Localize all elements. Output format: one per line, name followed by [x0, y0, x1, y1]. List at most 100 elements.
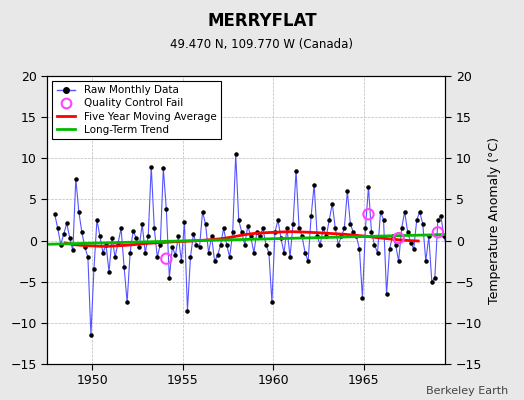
Point [183, 307, 192, 314]
Point [72, 176, 80, 182]
Point [265, 250, 273, 256]
Point [84, 254, 92, 260]
Point [208, 233, 216, 240]
Point [416, 208, 424, 215]
Point [81, 244, 89, 250]
Point [358, 295, 367, 301]
Point [138, 221, 146, 227]
Point [277, 235, 285, 241]
Point [102, 242, 110, 248]
Point [373, 250, 381, 256]
Legend: Raw Monthly Data, Quality Control Fail, Five Year Moving Average, Long-Term Tren: Raw Monthly Data, Quality Control Fail, … [52, 81, 221, 139]
Point [443, 244, 451, 250]
Point [78, 229, 86, 236]
Point [322, 233, 331, 240]
Text: MERRYFLAT: MERRYFLAT [207, 12, 317, 30]
Point [334, 242, 343, 248]
Point [361, 225, 369, 232]
Point [436, 213, 445, 219]
Point [211, 258, 219, 264]
Point [295, 225, 303, 232]
Point [301, 250, 309, 256]
Point [268, 299, 276, 306]
Point [165, 274, 173, 281]
Point [271, 229, 279, 236]
Point [395, 235, 403, 241]
Point [274, 217, 282, 223]
Point [286, 254, 294, 260]
Point [331, 225, 340, 232]
Point [93, 217, 101, 223]
Point [316, 242, 324, 248]
Point [298, 233, 307, 240]
Point [192, 242, 201, 248]
Point [440, 233, 448, 240]
Point [174, 233, 182, 240]
Point [105, 269, 113, 275]
Point [150, 225, 158, 232]
Point [352, 233, 361, 240]
Point [307, 213, 315, 219]
Point [74, 208, 83, 215]
Point [385, 246, 394, 252]
Point [364, 184, 373, 190]
Point [256, 233, 264, 240]
Point [310, 182, 319, 188]
Point [189, 231, 198, 237]
Point [66, 235, 74, 241]
Point [428, 278, 436, 285]
Point [144, 233, 152, 240]
Point [412, 217, 421, 223]
Point [364, 211, 373, 218]
Point [328, 200, 336, 207]
Point [343, 188, 352, 194]
Point [108, 235, 116, 241]
Point [283, 225, 291, 232]
Point [431, 274, 439, 281]
Point [60, 231, 68, 237]
Point [141, 250, 149, 256]
Point [235, 217, 243, 223]
Point [111, 254, 119, 260]
Point [159, 165, 168, 171]
Point [434, 217, 442, 223]
Point [96, 233, 104, 240]
Text: Berkeley Earth: Berkeley Earth [426, 386, 508, 396]
Point [213, 252, 222, 258]
Point [325, 217, 333, 223]
Point [249, 250, 258, 256]
Point [434, 229, 442, 236]
Point [162, 256, 170, 262]
Point [53, 225, 62, 232]
Point [57, 242, 65, 248]
Point [388, 233, 397, 240]
Point [232, 151, 240, 157]
Point [292, 168, 300, 174]
Point [259, 225, 267, 232]
Point [199, 208, 207, 215]
Point [126, 250, 134, 256]
Point [129, 228, 137, 234]
Point [403, 229, 412, 236]
Point [244, 222, 252, 229]
Point [241, 242, 249, 248]
Point [383, 291, 391, 297]
Point [340, 225, 348, 232]
Point [419, 221, 427, 227]
Point [117, 225, 125, 232]
Point [156, 242, 165, 248]
Point [177, 258, 185, 264]
Point [204, 250, 213, 256]
Point [355, 246, 364, 252]
Point [135, 244, 144, 250]
Point [195, 244, 204, 250]
Point [220, 225, 228, 232]
Y-axis label: Temperature Anomaly (°C): Temperature Anomaly (°C) [488, 136, 501, 304]
Point [400, 208, 409, 215]
Point [86, 332, 95, 338]
Point [424, 233, 433, 240]
Point [171, 252, 180, 258]
Point [228, 229, 237, 236]
Point [395, 258, 403, 264]
Point [319, 225, 328, 232]
